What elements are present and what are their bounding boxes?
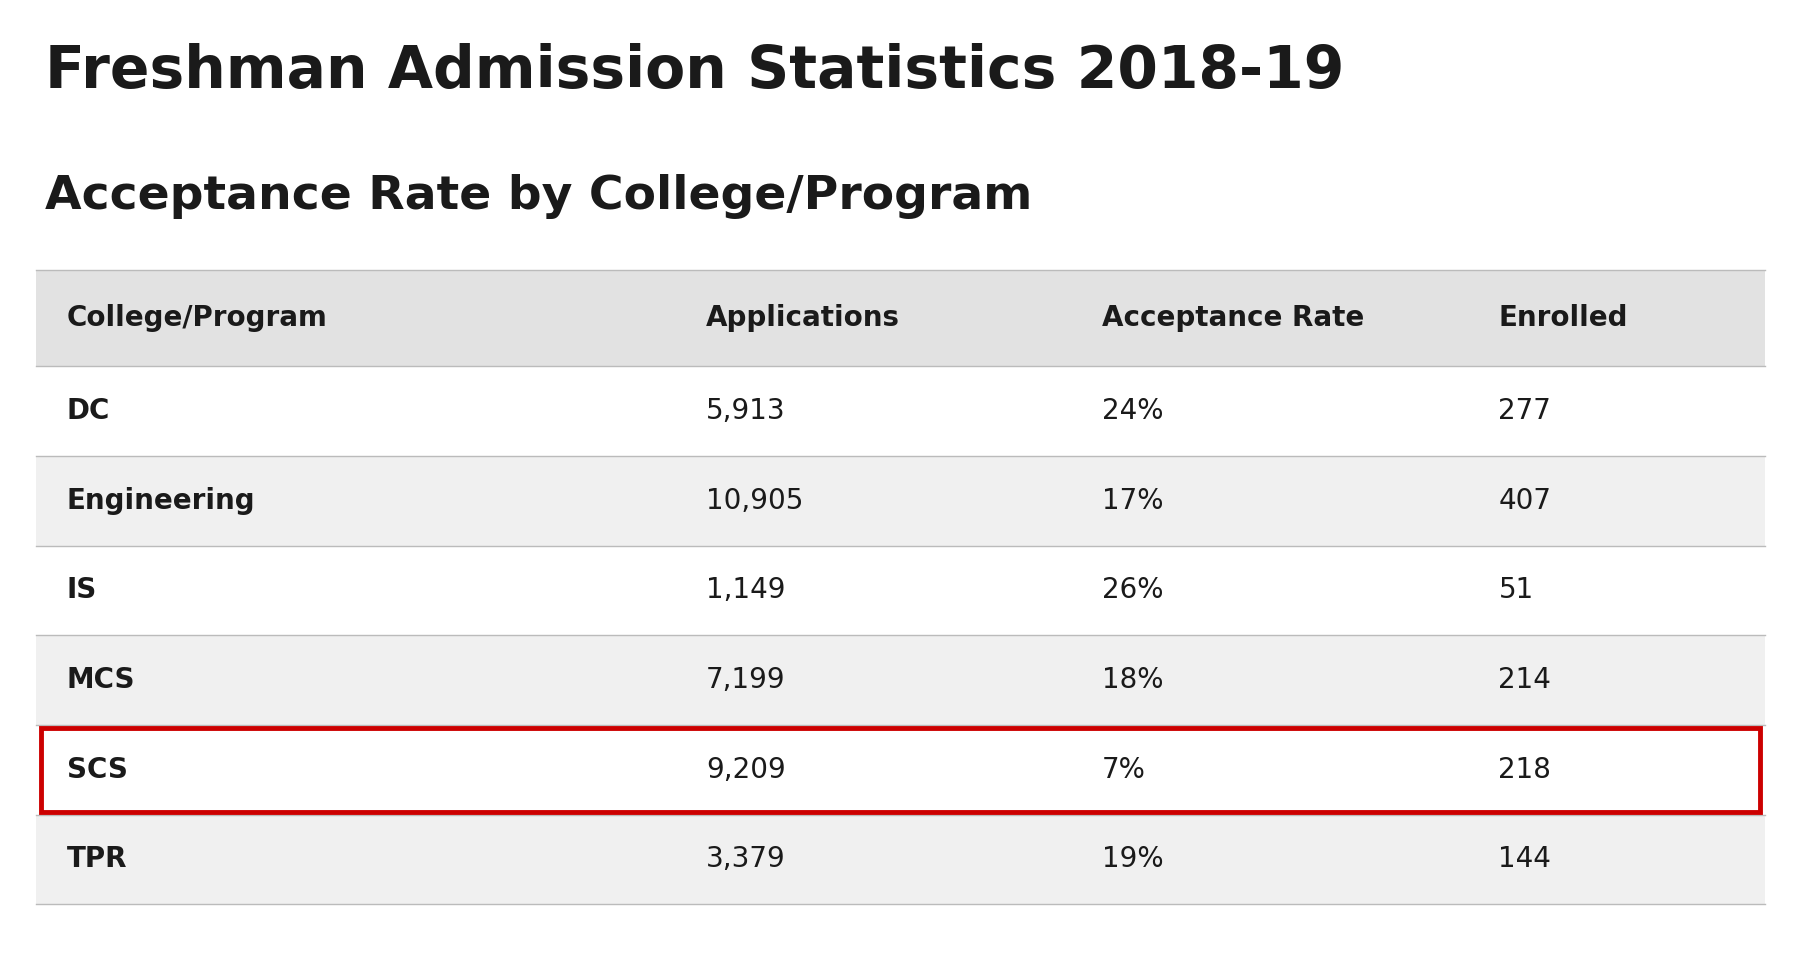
Text: Applications: Applications (706, 304, 900, 333)
Text: DC: DC (67, 397, 110, 425)
Text: 19%: 19% (1102, 845, 1163, 873)
Text: 5,913: 5,913 (706, 397, 785, 425)
Text: 17%: 17% (1102, 487, 1163, 515)
Text: Freshman Admission Statistics 2018-19: Freshman Admission Statistics 2018-19 (45, 43, 1344, 100)
Text: 7,199: 7,199 (706, 666, 785, 694)
Text: 18%: 18% (1102, 666, 1163, 694)
Text: College/Program: College/Program (67, 304, 328, 333)
Text: 277: 277 (1498, 397, 1551, 425)
Text: 3,379: 3,379 (706, 845, 785, 873)
Text: 51: 51 (1498, 576, 1534, 604)
Text: Acceptance Rate: Acceptance Rate (1102, 304, 1365, 333)
Text: 9,209: 9,209 (706, 756, 785, 784)
Text: 144: 144 (1498, 845, 1551, 873)
Text: 407: 407 (1498, 487, 1551, 515)
Text: 7%: 7% (1102, 756, 1145, 784)
Text: 10,905: 10,905 (706, 487, 803, 515)
Text: 1,149: 1,149 (706, 576, 785, 604)
Text: Enrolled: Enrolled (1498, 304, 1628, 333)
Text: Engineering: Engineering (67, 487, 256, 515)
Text: 26%: 26% (1102, 576, 1163, 604)
Text: SCS: SCS (67, 756, 128, 784)
Text: Acceptance Rate by College/Program: Acceptance Rate by College/Program (45, 174, 1032, 219)
Text: IS: IS (67, 576, 97, 604)
Text: TPR: TPR (67, 845, 128, 873)
Text: MCS: MCS (67, 666, 135, 694)
Text: 218: 218 (1498, 756, 1551, 784)
Text: 24%: 24% (1102, 397, 1163, 425)
Text: 214: 214 (1498, 666, 1551, 694)
